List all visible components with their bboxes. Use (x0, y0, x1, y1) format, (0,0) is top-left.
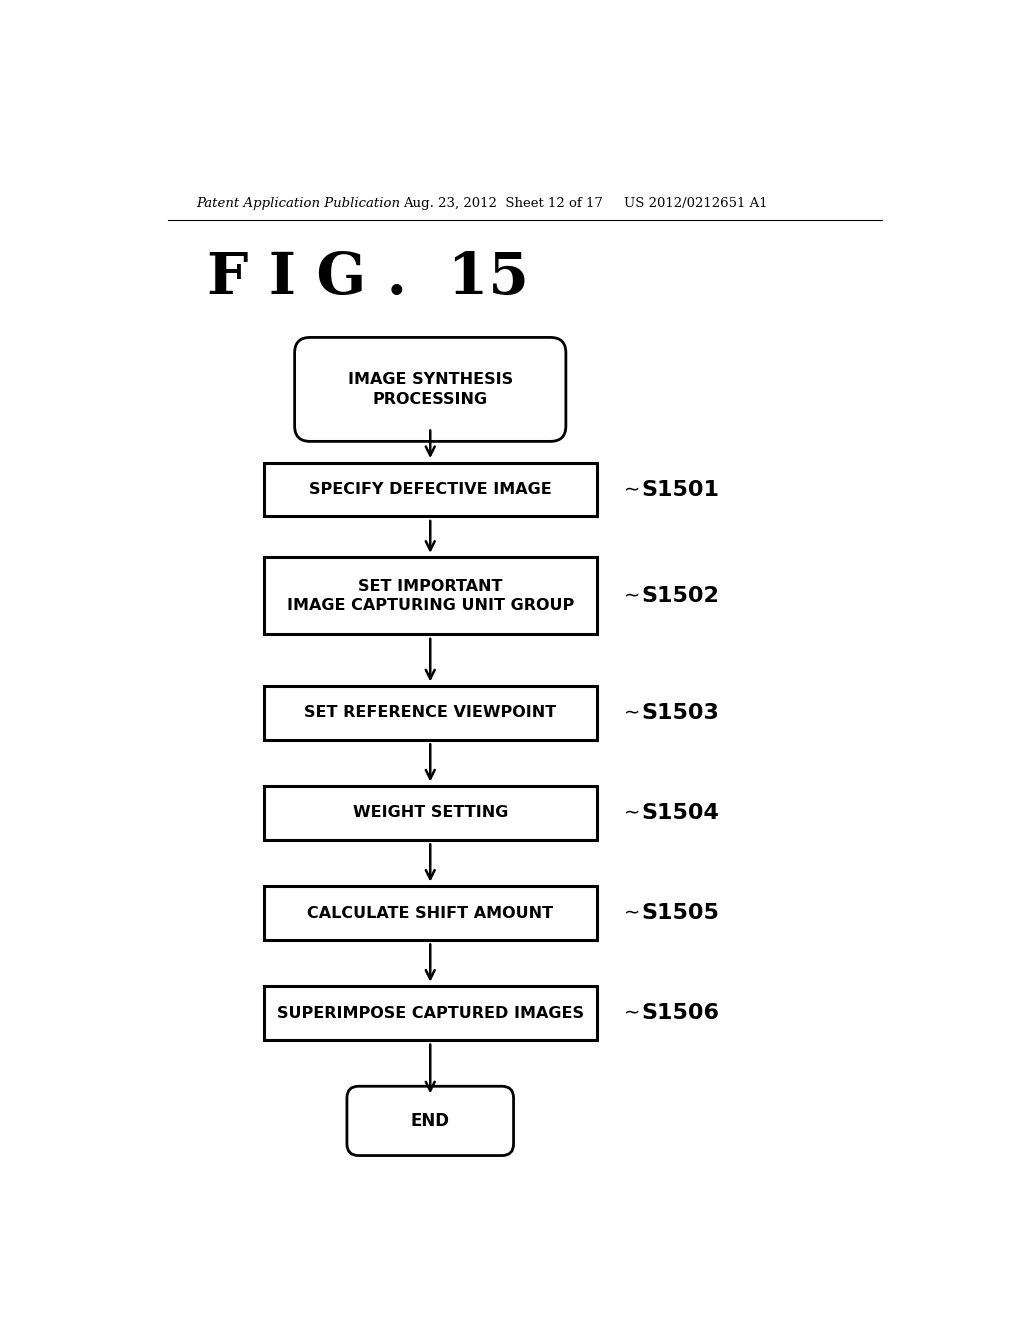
FancyBboxPatch shape (263, 462, 597, 516)
FancyBboxPatch shape (263, 686, 597, 739)
Text: ∼: ∼ (624, 586, 640, 606)
Text: S1502: S1502 (641, 586, 719, 606)
Text: SPECIFY DEFECTIVE IMAGE: SPECIFY DEFECTIVE IMAGE (309, 482, 552, 498)
Text: F I G .  15: F I G . 15 (207, 249, 529, 306)
Text: Aug. 23, 2012  Sheet 12 of 17: Aug. 23, 2012 Sheet 12 of 17 (403, 197, 603, 210)
Text: SET IMPORTANT
IMAGE CAPTURING UNIT GROUP: SET IMPORTANT IMAGE CAPTURING UNIT GROUP (287, 578, 573, 612)
Text: IMAGE SYNTHESIS
PROCESSING: IMAGE SYNTHESIS PROCESSING (348, 372, 513, 407)
FancyBboxPatch shape (263, 886, 597, 940)
Text: CALCULATE SHIFT AMOUNT: CALCULATE SHIFT AMOUNT (307, 906, 553, 920)
Text: S1505: S1505 (641, 903, 719, 923)
Text: ∼: ∼ (624, 1003, 640, 1023)
Text: END: END (411, 1111, 450, 1130)
Text: S1503: S1503 (641, 702, 719, 723)
FancyBboxPatch shape (263, 986, 597, 1040)
Text: SET REFERENCE VIEWPOINT: SET REFERENCE VIEWPOINT (304, 705, 556, 721)
FancyBboxPatch shape (263, 785, 597, 840)
FancyBboxPatch shape (295, 338, 566, 441)
Text: US 2012/0212651 A1: US 2012/0212651 A1 (624, 197, 768, 210)
FancyBboxPatch shape (347, 1086, 514, 1155)
Text: ∼: ∼ (624, 704, 640, 722)
Text: Patent Application Publication: Patent Application Publication (197, 197, 400, 210)
Text: WEIGHT SETTING: WEIGHT SETTING (352, 805, 508, 821)
Text: S1501: S1501 (641, 479, 719, 499)
Text: ∼: ∼ (624, 480, 640, 499)
Text: ∼: ∼ (624, 804, 640, 822)
Text: S1506: S1506 (641, 1003, 719, 1023)
Text: S1504: S1504 (641, 803, 719, 822)
Text: ∼: ∼ (624, 903, 640, 923)
FancyBboxPatch shape (263, 557, 597, 635)
Text: SUPERIMPOSE CAPTURED IMAGES: SUPERIMPOSE CAPTURED IMAGES (276, 1006, 584, 1020)
